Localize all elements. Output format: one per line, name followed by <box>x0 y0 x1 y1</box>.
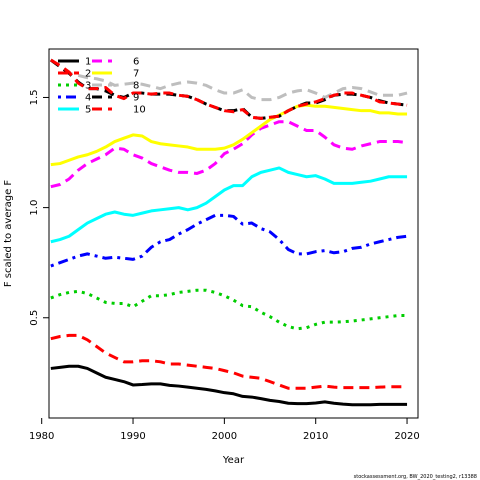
legend-label-5: 5 <box>85 105 91 116</box>
series-line-8 <box>49 58 408 102</box>
x-tick-label: 2010 <box>303 431 328 442</box>
series-line-6 <box>50 120 408 189</box>
x-axis-label: Year <box>222 455 245 466</box>
legend-label-8: 8 <box>133 81 139 92</box>
series-line-4 <box>50 213 408 268</box>
legend-label-1: 1 <box>85 57 91 68</box>
x-tick-label: 2000 <box>212 431 237 442</box>
series-line-3 <box>50 288 408 331</box>
y-axis-label: F scaled to average F <box>3 180 14 288</box>
series-line-2 <box>50 333 408 390</box>
y-tick-label: 1.5 <box>29 90 40 106</box>
series-line-7 <box>50 103 408 167</box>
y-tick-label: 0.5 <box>29 310 40 326</box>
x-tick-label: 1990 <box>120 431 145 442</box>
legend-label-9: 9 <box>133 93 139 104</box>
y-axis: 0.5 1.0 1.5 <box>29 90 49 326</box>
legend-label-7: 7 <box>133 69 139 80</box>
legend-label-6: 6 <box>133 57 139 68</box>
x-axis: 1980 1990 2000 2010 2020 <box>29 418 420 442</box>
series-line-1 <box>50 364 408 407</box>
series-layer <box>49 58 408 407</box>
y-tick-label: 1.0 <box>29 200 40 216</box>
x-tick-label: 1980 <box>29 431 54 442</box>
legend-label-4: 4 <box>85 93 91 104</box>
legend-label-3: 3 <box>85 81 91 92</box>
legend-label-10: 10 <box>133 105 146 116</box>
series-line-5 <box>50 166 408 244</box>
footnote: stockassessment.org, BW_2020_testing2, r… <box>354 474 477 480</box>
x-tick-label: 2020 <box>394 431 419 442</box>
plot-frame <box>48 48 419 419</box>
legend-label-2: 2 <box>85 69 91 80</box>
series-line-10 <box>50 58 408 120</box>
